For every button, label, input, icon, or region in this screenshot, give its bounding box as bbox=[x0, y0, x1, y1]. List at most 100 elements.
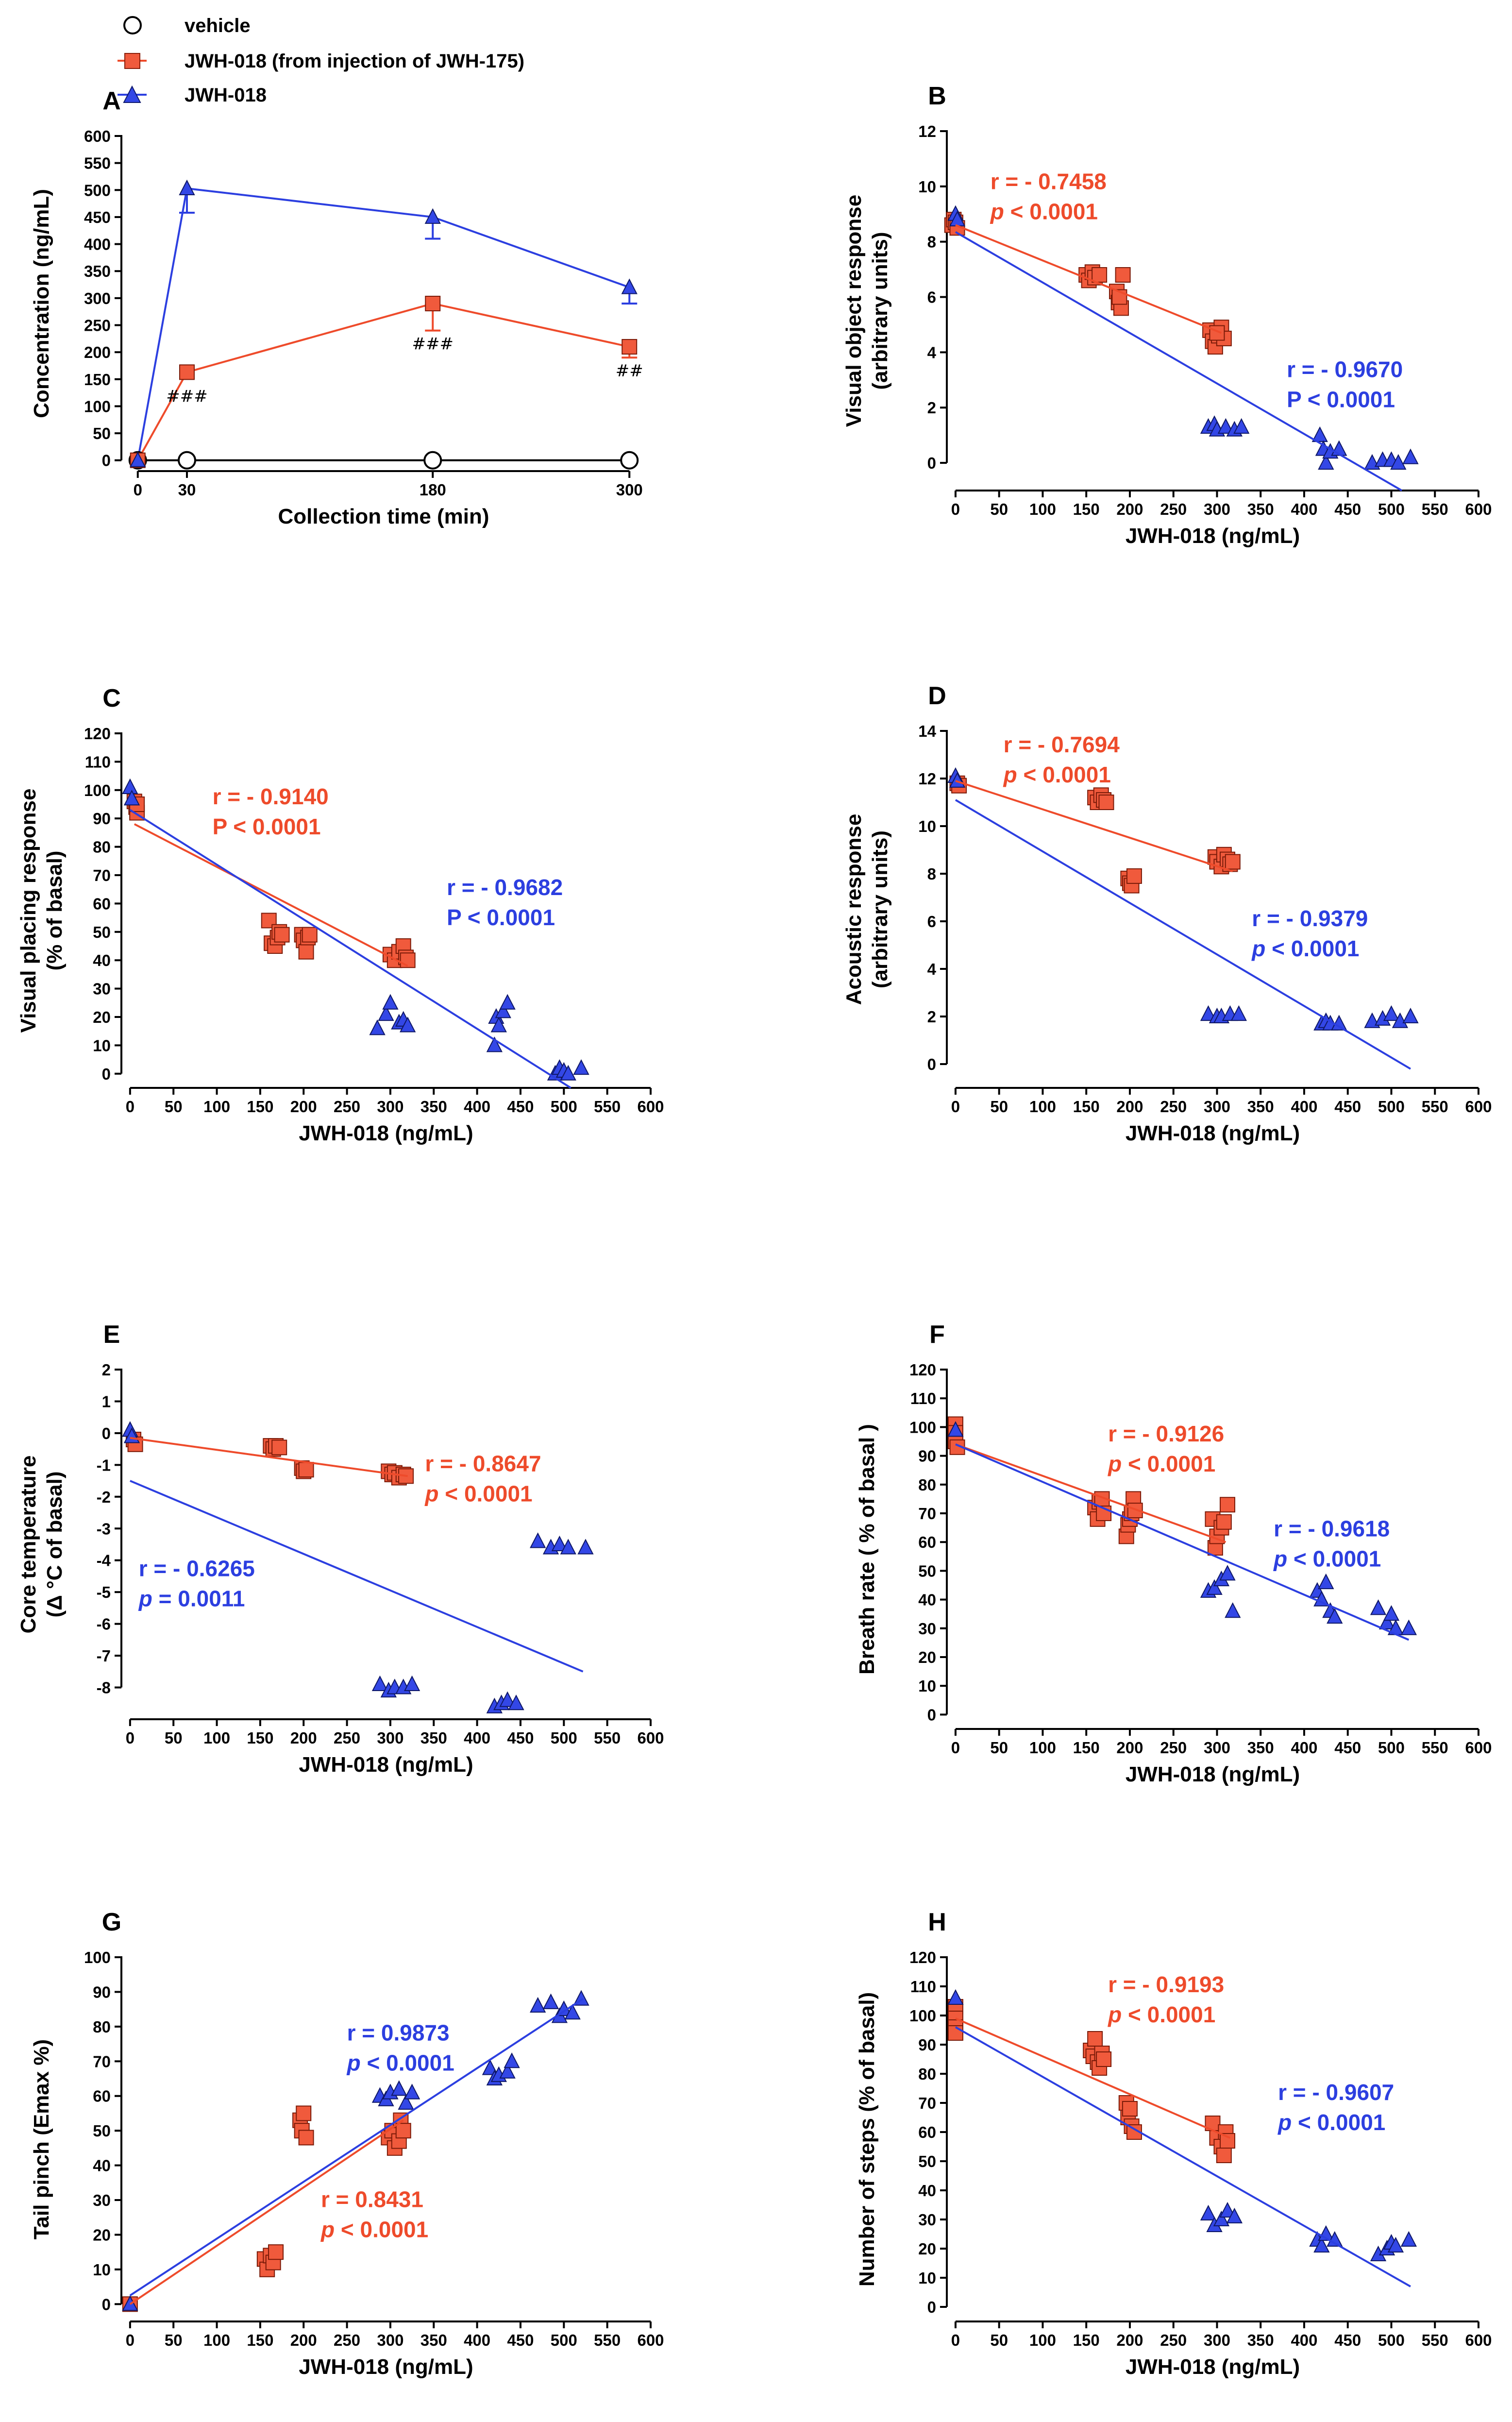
panel-letter: G bbox=[102, 1908, 121, 1936]
data-point bbox=[1383, 1605, 1400, 1621]
x-tick-label: 150 bbox=[1073, 1739, 1100, 1757]
y-tick-label: 0 bbox=[927, 1706, 936, 1724]
data-point bbox=[1233, 418, 1250, 434]
x-tick-label: 500 bbox=[551, 2331, 577, 2349]
y-axis-label: (Δ °C of basal) bbox=[43, 1471, 67, 1617]
data-point bbox=[1216, 1514, 1232, 1530]
x-tick-label: 350 bbox=[420, 1729, 447, 1747]
y-axis-label: Visual object response bbox=[842, 195, 866, 427]
y-tick-label: 60 bbox=[93, 2087, 111, 2105]
data-point bbox=[1370, 1599, 1387, 1615]
y-axis-label: (arbitrary units) bbox=[868, 232, 892, 390]
series-line bbox=[137, 302, 630, 461]
x-tick-label: 300 bbox=[1204, 2331, 1230, 2349]
legend-item-jwh-018: JWH-018 bbox=[118, 85, 267, 106]
x-tick-label: 50 bbox=[990, 500, 1008, 518]
y-tick-label: 0 bbox=[927, 454, 936, 472]
regression-line bbox=[129, 809, 571, 1089]
x-tick-label: 600 bbox=[1465, 500, 1492, 518]
annotation-line: r = - 0.9607 bbox=[1278, 2080, 1394, 2105]
annotation-italic-p: p bbox=[1273, 1546, 1287, 1571]
annotation-line: p < 0.0001 bbox=[1003, 762, 1111, 787]
x-tick-label: 250 bbox=[1160, 2331, 1187, 2349]
correlation-annotation: r = - 0.9618 p < 0.0001 bbox=[1273, 1516, 1390, 1571]
y-tick-label: 250 bbox=[84, 317, 111, 335]
annotation-rest: = 0.0011 bbox=[152, 1586, 245, 1611]
data-point bbox=[1390, 454, 1407, 470]
y-tick-label: 120 bbox=[909, 1361, 936, 1379]
data-point bbox=[298, 944, 314, 960]
x-tick-label: 550 bbox=[594, 1729, 621, 1747]
y-tick-label: 1 bbox=[102, 1392, 111, 1410]
data-point bbox=[560, 1539, 576, 1555]
data-point bbox=[947, 1989, 964, 2005]
annotation-line: r = - 0.9618 bbox=[1274, 1516, 1390, 1541]
legend-marker-blue-triangle bbox=[123, 85, 141, 103]
y-tick-label: 20 bbox=[93, 1008, 111, 1026]
x-tick-label: 0 bbox=[134, 481, 142, 499]
data-point bbox=[1402, 1007, 1419, 1023]
correlation-annotation: r = - 0.8647 p < 0.0001 bbox=[424, 1451, 541, 1506]
data-point bbox=[1200, 2204, 1217, 2220]
x-tick-label: 600 bbox=[1465, 1098, 1492, 1116]
x-tick-label: 350 bbox=[1247, 2331, 1274, 2349]
y-tick-label: 90 bbox=[918, 1447, 936, 1465]
data-point bbox=[1400, 1619, 1417, 1635]
correlation-annotation: r = - 0.9682 P < 0.0001 bbox=[447, 875, 563, 930]
data-point bbox=[1209, 325, 1225, 341]
annotation-line: r = - 0.9193 bbox=[1108, 1972, 1224, 1997]
x-tick-label: 250 bbox=[334, 1729, 360, 1747]
x-axis-label: JWH-018 (ng/mL) bbox=[1126, 524, 1300, 548]
x-tick-label: 250 bbox=[334, 1098, 360, 1116]
panel-d: D 0 2 4 6 8 10 12 14 0 50 100 150 200 250 300 350 400 450 5… bbox=[842, 682, 1492, 1145]
data-point bbox=[1098, 795, 1114, 810]
x-tick-label: 0 bbox=[126, 1729, 134, 1747]
x-tick-label: 400 bbox=[464, 2331, 490, 2349]
y-axis-label: Concentration (ng/mL) bbox=[30, 189, 53, 418]
y-tick-label: 0 bbox=[102, 1424, 111, 1442]
data-point bbox=[1225, 854, 1241, 870]
panel-letter: B bbox=[928, 82, 946, 110]
y-tick-label: 100 bbox=[84, 397, 111, 415]
x-tick-label: 150 bbox=[1073, 500, 1100, 518]
data-point bbox=[530, 1532, 546, 1548]
annotation-italic-p: p bbox=[424, 1481, 438, 1506]
data-point bbox=[486, 1036, 503, 1052]
legend: vehicle JWH-018 (from injection of JWH-1… bbox=[118, 15, 524, 106]
y-axis-label: (arbitrary units) bbox=[868, 830, 892, 988]
y-tick-label: -6 bbox=[97, 1615, 111, 1633]
x-axis-label: JWH-018 (ng/mL) bbox=[299, 1121, 473, 1145]
y-tick-label: 600 bbox=[84, 127, 111, 145]
y-tick-label: 10 bbox=[93, 1036, 111, 1054]
x-tick-label: 150 bbox=[247, 2331, 273, 2349]
x-tick-label: 450 bbox=[1334, 500, 1361, 518]
data-point bbox=[424, 208, 441, 224]
data-point bbox=[1327, 1608, 1343, 1624]
data-point bbox=[499, 2063, 516, 2079]
panel-letter: D bbox=[928, 682, 946, 710]
data-point bbox=[395, 2123, 411, 2139]
x-tick-label: 250 bbox=[1160, 1098, 1187, 1116]
y-tick-label: 4 bbox=[927, 960, 937, 978]
series-line bbox=[136, 187, 630, 461]
x-axis-label: JWH-018 (ng/mL) bbox=[1126, 1121, 1300, 1145]
x-tick-label: 550 bbox=[1422, 500, 1448, 518]
correlation-annotation: r = - 0.7694 p < 0.0001 bbox=[1003, 732, 1120, 787]
y-tick-label: 300 bbox=[84, 289, 111, 307]
y-tick-label: 80 bbox=[93, 838, 111, 856]
x-tick-label: 200 bbox=[290, 1098, 317, 1116]
x-tick-label: 300 bbox=[377, 2331, 403, 2349]
annotation-line: p < 0.0001 bbox=[346, 2050, 454, 2075]
data-point bbox=[560, 1065, 576, 1081]
regression-line bbox=[955, 1443, 1226, 1543]
x-tick-label: 450 bbox=[507, 1098, 534, 1116]
regression-line bbox=[129, 2119, 404, 2305]
y-tick-label: 2 bbox=[927, 1008, 936, 1026]
correlation-annotation: r = - 0.7458 p < 0.0001 bbox=[990, 169, 1107, 224]
annotation-line: P < 0.0001 bbox=[213, 814, 321, 839]
annotation-line: r = - 0.8647 bbox=[425, 1451, 541, 1476]
y-tick-label: 50 bbox=[93, 424, 111, 442]
y-tick-label: 70 bbox=[93, 866, 111, 884]
